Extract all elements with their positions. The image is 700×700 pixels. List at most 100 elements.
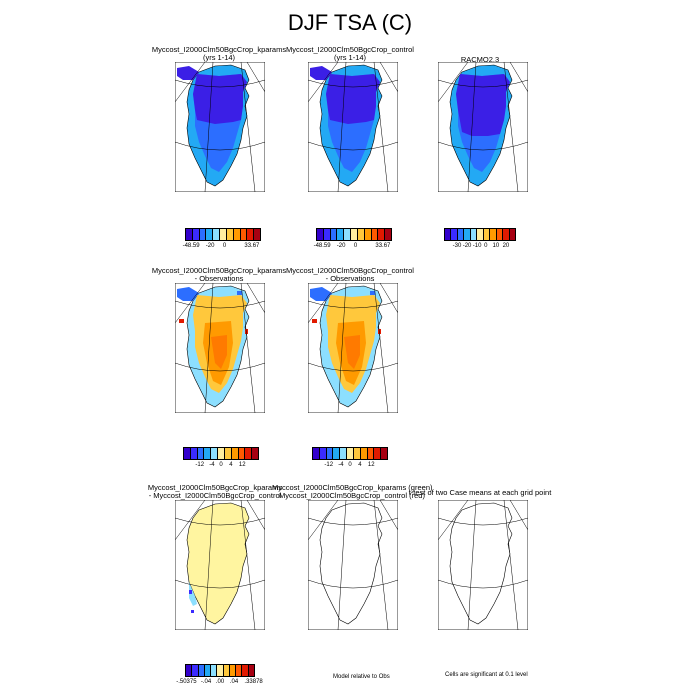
colorbar-tick: -.04: [200, 679, 212, 685]
colorbar-swatches: [316, 228, 392, 241]
map-model-relative: [308, 500, 398, 630]
colorbar-swatch: [344, 229, 352, 240]
colorbar-swatch: [217, 665, 224, 676]
colorbar-kparams-minus-obs: -12 -4 0 4 12: [183, 447, 259, 469]
colorbar-swatch: [254, 229, 260, 240]
colorbar-swatch: [252, 448, 258, 459]
colorbar-tick: -4: [338, 462, 344, 468]
colorbar-tick: -4: [209, 462, 215, 468]
colorbar-swatch: [199, 229, 207, 240]
colorbar-swatch: [238, 448, 246, 459]
panel-title-control: Myccost_I2000Clm50BgcCrop_control (yrs 1-…: [286, 45, 414, 62]
colorbar-swatch: [330, 229, 338, 240]
panel-title-ttest: t-test of two Case means at each grid po…: [408, 488, 552, 497]
colorbar-swatch: [248, 665, 254, 676]
colorbar-swatch: [206, 229, 214, 240]
colorbar-swatches: [185, 228, 261, 241]
colorbar-swatch: [381, 448, 387, 459]
colorbar-swatch: [490, 229, 497, 240]
colorbar-kparams: -48.59 -20 0 33.67: [182, 228, 261, 250]
colorbar-tick: -12: [195, 462, 205, 468]
colorbar-swatches: [444, 228, 516, 241]
colorbar-tick: -20: [462, 243, 472, 249]
colorbar-swatch: [333, 448, 341, 459]
colorbar-swatches: [183, 447, 259, 460]
colorbar-swatch: [247, 229, 255, 240]
colorbar-swatches: [312, 447, 388, 460]
colorbar-swatch: [198, 665, 205, 676]
colorbar-swatch: [317, 229, 324, 240]
colorbar-swatch: [360, 448, 368, 459]
colorbar-swatch: [231, 448, 239, 459]
colorbar-swatch: [242, 665, 249, 676]
colorbar-tick: -.50375: [176, 679, 197, 685]
colorbar-tick: -12: [324, 462, 334, 468]
colorbar-swatch: [245, 448, 253, 459]
page-title: DJF TSA (C): [287, 10, 413, 35]
colorbar-swatch: [371, 229, 379, 240]
colorbar-swatch: [224, 448, 232, 459]
colorbar-tick: 0: [484, 243, 488, 249]
colorbar-swatch: [477, 229, 484, 240]
colorbar-swatch: [204, 448, 212, 459]
colorbar-swatch: [229, 665, 237, 676]
panel-title-green-red: Myccost_I2000Clm50BgcCrop_kparams (green…: [272, 483, 433, 500]
colorbar-swatch: [197, 448, 205, 459]
colorbar-swatch: [470, 229, 478, 240]
colorbar-tick: 4: [229, 462, 233, 468]
colorbar-tick: -48.59: [182, 243, 200, 249]
colorbar-tick: .04: [229, 679, 239, 685]
panel-title-kparams: Myccost_I2000Clm50BgcCrop_kparams (yrs 1-…: [151, 45, 287, 62]
map-racmo: [438, 62, 528, 192]
colorbar-swatch: [367, 448, 375, 459]
colorbar-tick: -20: [205, 243, 215, 249]
colorbar-swatch: [378, 229, 386, 240]
colorbar-tick: .33878: [244, 679, 263, 685]
colorbar-swatch: [364, 229, 372, 240]
colorbar-swatch: [323, 229, 331, 240]
colorbar-tick: -48.59: [313, 243, 331, 249]
colorbar-control-minus-obs: -12 -4 0 4 12: [312, 447, 388, 469]
colorbar-swatch: [211, 448, 219, 459]
colorbar-swatch: [496, 229, 504, 240]
colorbar-tick: 12: [367, 462, 375, 468]
map-control: [308, 62, 398, 192]
colorbar-tick: 20: [502, 243, 510, 249]
colorbar-kparams-minus-control: -.50375 -.04 .00 .04 .33878: [176, 664, 263, 686]
colorbar-swatch: [192, 229, 200, 240]
colorbar-swatch: [457, 229, 465, 240]
colorbar-racmo: -30 -20 -10 0 10 20: [444, 228, 516, 250]
colorbar-swatch: [340, 448, 348, 459]
colorbar-swatch: [385, 229, 391, 240]
colorbar-tick: -20: [336, 243, 346, 249]
colorbar-swatch: [226, 229, 234, 240]
colorbar-swatch: [240, 229, 248, 240]
note-model-relative: Model relative to Obs: [333, 674, 390, 680]
colorbar-swatch: [236, 665, 243, 676]
map-kparams-minus-obs: [175, 283, 265, 413]
colorbar-swatch: [483, 229, 491, 240]
colorbar-swatch: [190, 448, 198, 459]
colorbar-swatch: [353, 448, 361, 459]
colorbar-swatch: [509, 229, 515, 240]
colorbar-tick: 0: [353, 243, 358, 249]
colorbar-tick: 12: [238, 462, 246, 468]
map-kparams: [175, 62, 265, 192]
colorbar-swatch: [218, 448, 225, 459]
colorbar-swatch: [347, 448, 354, 459]
colorbar-swatch: [464, 229, 471, 240]
colorbar-tick: 33.67: [375, 243, 391, 249]
colorbar-tick: 10: [492, 243, 500, 249]
colorbar-swatch: [337, 229, 345, 240]
colorbar-swatch: [204, 665, 212, 676]
panel-title-racmo: RACMO2.3: [460, 55, 500, 64]
map-control-minus-obs: [308, 283, 398, 413]
colorbar-tick: 0: [219, 462, 223, 468]
colorbar-swatch: [192, 665, 199, 676]
colorbar-swatch: [313, 448, 320, 459]
colorbar-swatch: [503, 229, 510, 240]
note-significance: Cells are significant at 0.1 level: [445, 672, 528, 678]
colorbar-tick: 33.67: [244, 243, 260, 249]
colorbar-swatch: [319, 448, 327, 459]
colorbar-swatches: [185, 664, 255, 677]
